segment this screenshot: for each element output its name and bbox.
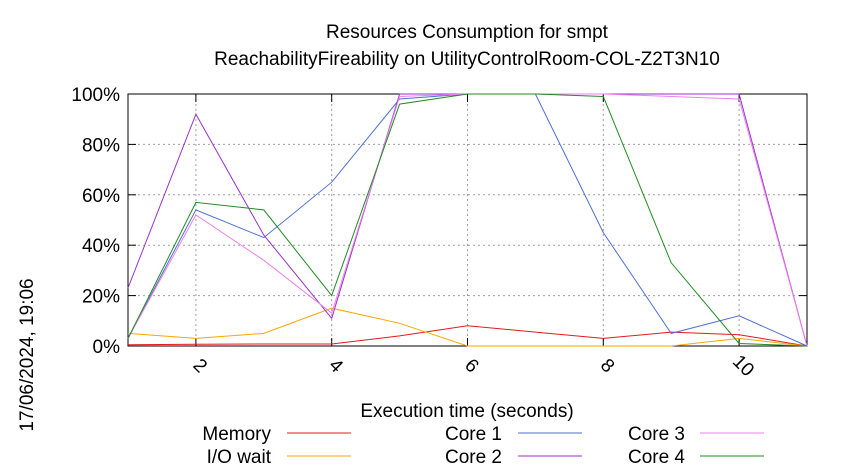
series-line-core-4 — [127, 93, 808, 347]
y-tick-label: 40% — [82, 236, 120, 257]
y-axis-ticks: 0% 20% 40% 60% 80% 100% — [71, 85, 807, 358]
series-line-i-o-wait — [127, 307, 808, 347]
y-tick-label: 60% — [82, 186, 120, 207]
x-tick-label: 4 — [324, 355, 347, 378]
y-tick-label: 80% — [82, 135, 120, 156]
y-tick-label: 100% — [71, 85, 120, 106]
legend-label-i-o-wait: I/O wait — [207, 447, 272, 468]
chart-title-line1: Resources Consumption for smpt — [326, 22, 609, 43]
timestamp-label: 17/06/2024, 19:06 — [17, 278, 38, 431]
y-tick-label: 0% — [93, 337, 121, 358]
legend-label-memory: Memory — [202, 424, 271, 445]
x-axis-ticks: 2 4 6 8 10 — [189, 94, 758, 381]
x-tick-label: 6 — [460, 355, 482, 377]
legend-label-core-1: Core 1 — [445, 424, 502, 445]
legend-label-core-2: Core 2 — [445, 447, 502, 468]
x-tick-label: 8 — [596, 355, 618, 377]
chart-title-line2: ReachabilityFireability on UtilityContro… — [214, 49, 720, 70]
x-tick-label: 10 — [728, 351, 758, 381]
series-lines — [127, 93, 808, 347]
grid-lines — [128, 94, 807, 346]
legend-label-core-3: Core 3 — [628, 424, 685, 445]
legend-label-core-4: Core 4 — [628, 447, 685, 468]
series-line-memory — [127, 325, 808, 347]
x-tick-label: 2 — [189, 355, 211, 377]
y-tick-label: 20% — [82, 287, 120, 308]
x-axis-label: Execution time (seconds) — [360, 401, 573, 422]
